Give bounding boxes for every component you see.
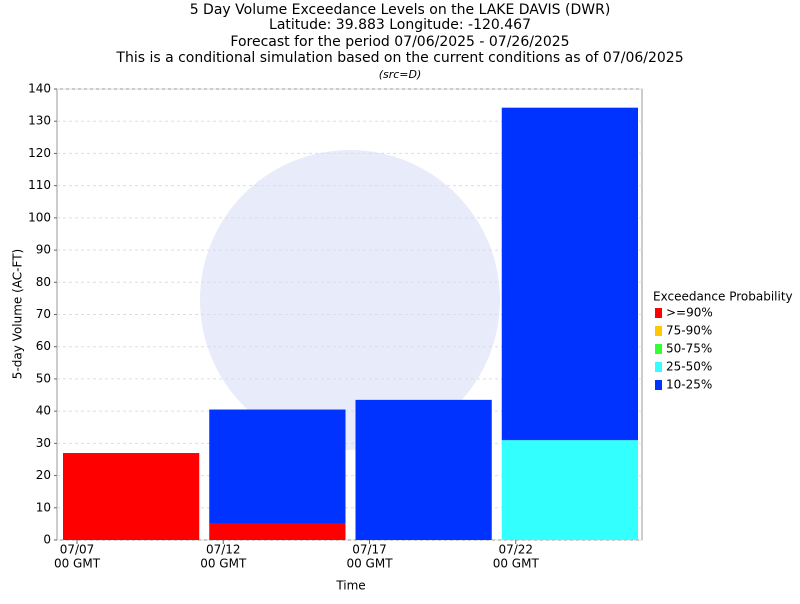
legend-label: 10-25% [666, 378, 712, 392]
x-tick-label: 07/07 [60, 543, 95, 557]
y-tick-label: 80 [36, 275, 51, 289]
chart-title: Latitude: 39.883 Longitude: -120.467 [269, 17, 531, 33]
bar-segment [209, 523, 346, 540]
x-tick-sublabel: 00 GMT [346, 557, 393, 571]
bar-segment [501, 440, 638, 540]
y-tick-label: 90 [36, 243, 51, 257]
y-tick-label: 70 [36, 307, 51, 321]
legend-title: Exceedance Probability [653, 290, 793, 304]
y-tick-label: 30 [36, 436, 51, 450]
bar-segment [63, 453, 200, 540]
y-tick-label: 60 [36, 339, 51, 353]
y-tick-label: 20 [36, 468, 51, 482]
legend-label: 25-50% [666, 360, 712, 374]
y-tick-label: 40 [36, 404, 51, 418]
chart-title: 5 Day Volume Exceedance Levels on the LA… [190, 2, 611, 18]
legend-label: >=90% [666, 306, 713, 320]
legend-swatch [655, 362, 662, 372]
watermark [200, 150, 500, 450]
x-axis-label: Time [335, 579, 365, 593]
x-tick-label: 07/22 [498, 543, 533, 557]
legend-swatch [655, 326, 662, 336]
y-tick-label: 140 [28, 82, 51, 96]
bar-segment [209, 409, 346, 524]
legend-label: 75-90% [666, 324, 712, 338]
bar-segment [501, 107, 638, 441]
y-tick-label: 120 [28, 146, 51, 160]
bar-segment [355, 399, 492, 540]
y-tick-label: 10 [36, 500, 51, 514]
y-tick-label: 100 [28, 210, 51, 224]
legend-swatch [655, 308, 662, 318]
y-axis-label: 5-day Volume (AC-FT) [11, 249, 25, 379]
y-tick-label: 130 [28, 114, 51, 128]
chart-title: Forecast for the period 07/06/2025 - 07/… [230, 34, 569, 50]
x-tick-label: 07/12 [206, 543, 241, 557]
chart-title: This is a conditional simulation based o… [115, 50, 683, 66]
chart-subtitle: (src=D) [379, 68, 422, 81]
x-tick-label: 07/17 [352, 543, 387, 557]
y-tick-label: 0 [43, 533, 51, 547]
x-tick-sublabel: 00 GMT [493, 557, 540, 571]
legend-swatch [655, 344, 662, 354]
y-tick-label: 110 [28, 178, 51, 192]
x-tick-sublabel: 00 GMT [200, 557, 247, 571]
legend-label: 50-75% [666, 342, 712, 356]
y-tick-label: 50 [36, 371, 51, 385]
x-tick-sublabel: 00 GMT [54, 557, 101, 571]
legend-swatch [655, 380, 662, 390]
